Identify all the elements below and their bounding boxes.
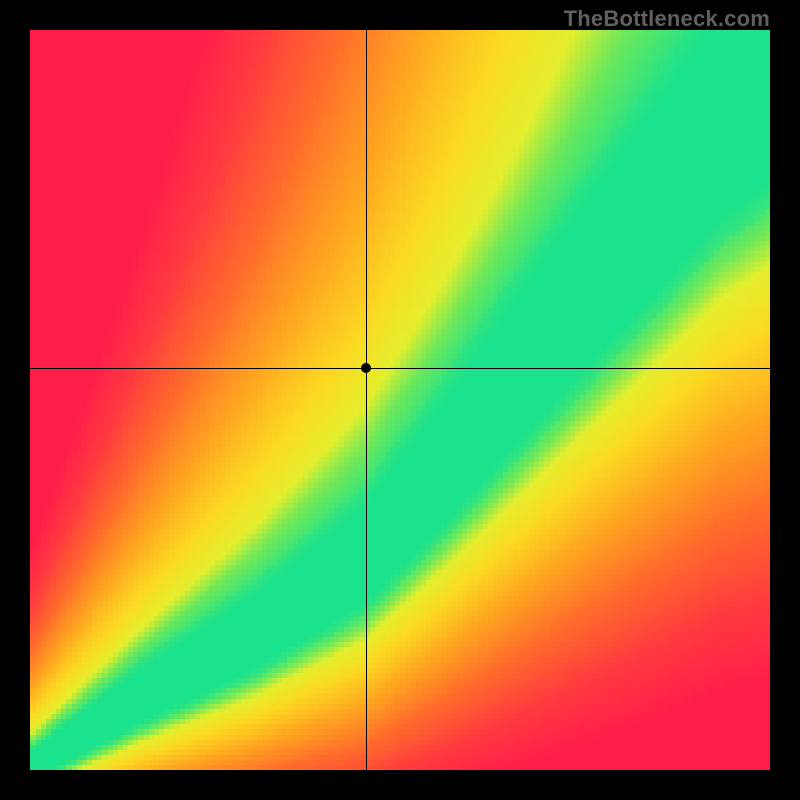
heatmap-canvas [30, 30, 770, 770]
attribution-label: TheBottleneck.com [564, 6, 770, 32]
crosshair-vertical [366, 30, 367, 770]
viewport: TheBottleneck.com [0, 0, 800, 800]
crosshair-horizontal [30, 368, 770, 369]
heatmap-frame [30, 30, 770, 770]
marker-dot [361, 363, 371, 373]
